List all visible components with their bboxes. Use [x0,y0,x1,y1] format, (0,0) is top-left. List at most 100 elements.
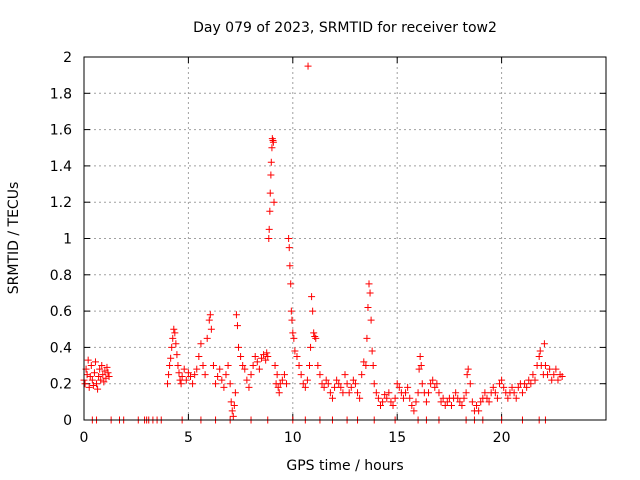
x-tick-label: 15 [388,430,406,446]
data-point [100,378,108,386]
data-point [285,235,293,242]
data-point [265,225,273,233]
data-point [232,311,240,319]
data-point [368,347,376,355]
data-point [207,325,215,333]
data-point [170,325,178,333]
data-point [290,334,298,342]
data-point [95,372,103,380]
x-tick-label: 0 [80,430,89,446]
data-point [260,351,268,359]
data-point [364,303,372,311]
data-point [374,394,382,402]
data-point [512,394,520,402]
data-point [475,407,483,415]
grid-layer [84,57,606,420]
data-point [275,389,283,397]
data-point [416,352,424,360]
data-point [263,349,271,357]
data-point [328,394,336,402]
data-point [310,329,318,337]
data-point [529,371,537,379]
data-point [535,352,543,360]
data-point [289,329,297,337]
data-point [280,371,288,379]
data-point [84,356,92,364]
y-axis-label: SRMTID / TECUs [6,182,22,295]
data-point [193,365,201,373]
y-tick-label: 1.2 [50,195,72,211]
data-point [229,412,237,420]
data-point [184,369,192,377]
data-point [523,383,531,391]
data-point [360,358,368,366]
data-point [314,362,322,370]
data-point [464,365,472,373]
data-point [540,340,548,348]
data-point [491,389,499,397]
data-point [233,322,241,330]
data-point [220,383,228,391]
plot-frame [83,56,607,421]
data-point [376,401,384,409]
data-point [372,389,380,397]
data-point [278,376,286,384]
x-tick-label: 5 [184,430,193,446]
data-point [303,376,311,384]
data-point [481,389,489,397]
data-point [291,347,299,355]
data-point [308,293,316,301]
data-point [241,365,249,373]
data-point [168,343,176,351]
data-point [203,334,211,342]
data-point [283,380,291,388]
data-point [301,383,309,391]
data-point [266,207,274,215]
data-point [228,407,236,415]
data-point [218,376,226,384]
data-point [363,334,371,342]
data-point [406,394,414,402]
data-point [165,371,173,379]
data-point [383,394,391,402]
data-point [285,244,293,252]
data-point [393,380,401,388]
data-point [458,401,466,409]
data-point [312,334,320,342]
data-point [347,383,355,391]
data-point [267,158,275,166]
data-point [414,389,422,397]
y-tick-label: 1.6 [50,123,72,139]
data-point [212,380,220,388]
data-point [443,398,451,406]
data-point [295,362,303,370]
data-point [498,376,506,384]
data-point [493,394,501,402]
data-point [97,376,105,384]
data-point [299,380,307,388]
data-point [318,380,326,388]
data-point [237,352,245,360]
data-point [269,138,277,146]
data-point [351,380,359,388]
data-point [422,398,430,406]
data-point [102,374,110,382]
data-point [247,371,255,379]
data-point [387,398,395,406]
data-point [251,352,259,360]
data-point [235,343,243,351]
data-point [326,389,334,397]
data-point [541,362,549,370]
data-point [341,371,349,379]
data-point [439,394,447,402]
y-tick-label: 1.4 [50,159,72,175]
chart-title: Day 079 of 2023, SRMTID for receiver tow… [193,20,497,36]
data-point [257,354,265,362]
data-point [214,372,222,380]
data-point [466,380,474,388]
data-point [287,280,295,288]
data-point [354,389,362,397]
data-point [206,311,214,319]
data-point [243,376,251,384]
data-point [404,383,412,391]
